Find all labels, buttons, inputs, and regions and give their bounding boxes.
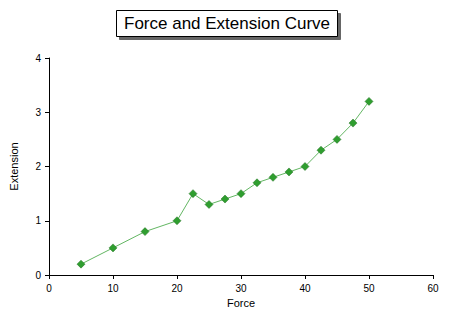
- svg-text:60: 60: [427, 283, 439, 294]
- svg-text:4: 4: [35, 53, 41, 64]
- svg-text:50: 50: [363, 283, 375, 294]
- svg-text:Extension: Extension: [8, 142, 20, 190]
- svg-text:Force: Force: [227, 297, 255, 309]
- svg-text:2: 2: [35, 161, 41, 172]
- svg-text:0: 0: [46, 283, 52, 294]
- svg-text:30: 30: [235, 283, 247, 294]
- svg-text:0: 0: [35, 270, 41, 281]
- svg-text:1: 1: [35, 215, 41, 226]
- svg-text:40: 40: [299, 283, 311, 294]
- svg-text:10: 10: [107, 283, 119, 294]
- svg-text:Force and Extension Curve: Force and Extension Curve: [124, 14, 330, 33]
- svg-text:20: 20: [171, 283, 183, 294]
- svg-text:3: 3: [35, 107, 41, 118]
